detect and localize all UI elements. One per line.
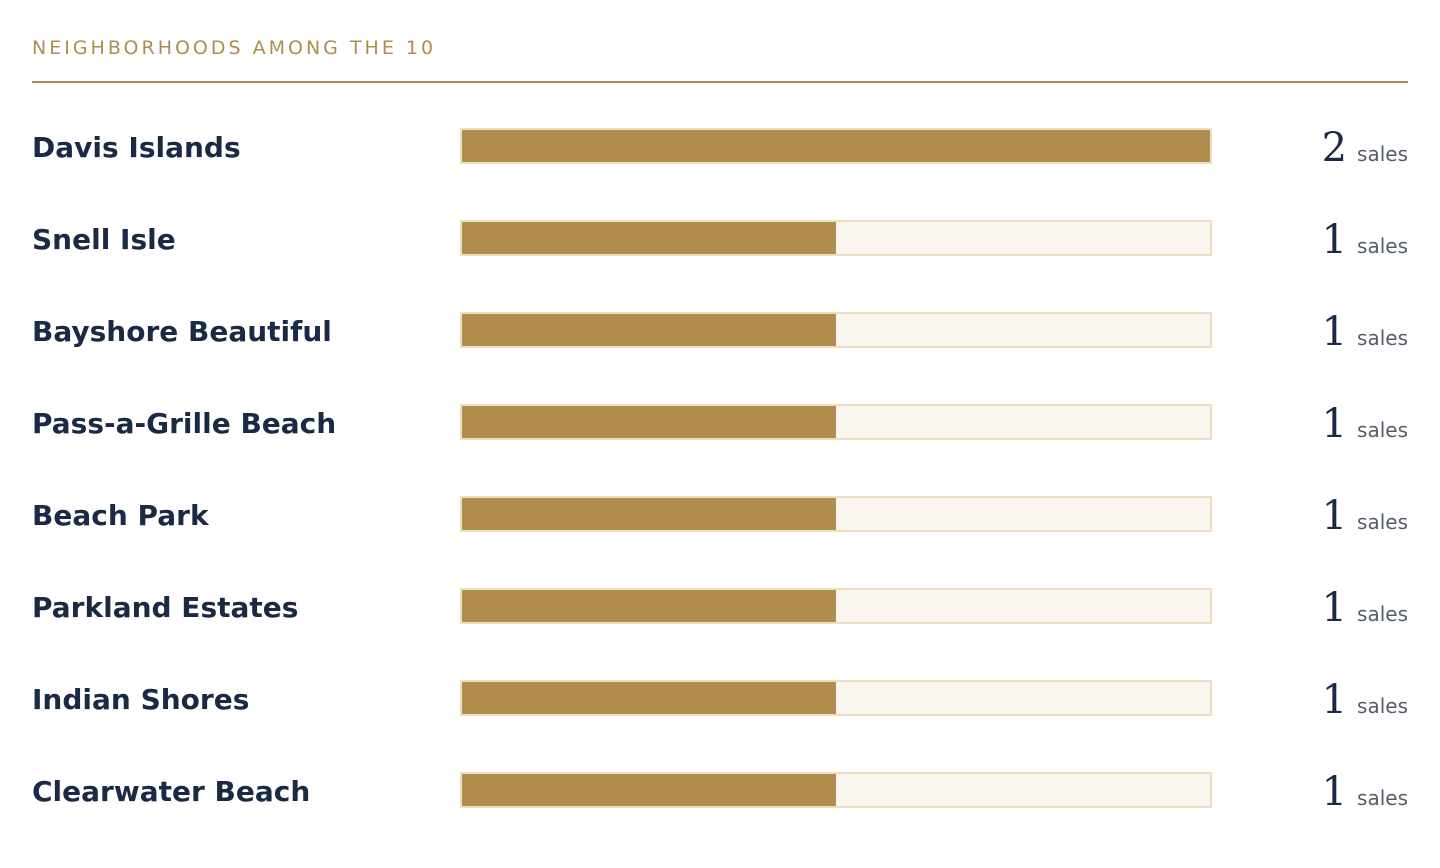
neighborhood-row: Parkland Estates 1 sales [32,560,1408,652]
bar-fill [462,774,836,806]
neighborhood-name: Davis Islands [32,130,241,166]
neighborhood-name: Clearwater Beach [32,774,310,810]
neighborhood-name: Beach Park [32,498,209,534]
bar-track [460,220,1212,256]
sales-count: 1 sales [1322,584,1408,632]
sales-count-value: 1 [1322,492,1347,540]
bar-track [460,680,1212,716]
sales-count-unit: sales [1357,314,1408,362]
neighborhood-row: Snell Isle 1 sales [32,192,1408,284]
sales-count: 2 sales [1322,124,1408,172]
bar-track [460,128,1212,164]
bar-fill [462,406,836,438]
bar-fill [462,130,1210,162]
bar-track [460,404,1212,440]
sales-count: 1 sales [1322,216,1408,264]
sales-count-value: 1 [1322,584,1347,632]
neighborhood-name: Pass-a-Grille Beach [32,406,336,442]
bar-fill [462,222,836,254]
bar-track [460,588,1212,624]
neighborhoods-panel: NEIGHBORHOODS AMONG THE 10 Davis Islands… [32,0,1408,868]
sales-count-unit: sales [1357,590,1408,638]
sales-count: 1 sales [1322,308,1408,356]
sales-count-unit: sales [1357,774,1408,822]
sales-count-unit: sales [1357,406,1408,454]
neighborhood-name: Snell Isle [32,222,176,258]
neighborhood-row: Indian Shores 1 sales [32,652,1408,744]
bar-track [460,496,1212,532]
bar-fill [462,682,836,714]
sales-count: 1 sales [1322,676,1408,724]
sales-count: 1 sales [1322,400,1408,448]
sales-count-unit: sales [1357,130,1408,178]
sales-count-unit: sales [1357,682,1408,730]
sales-count: 1 sales [1322,768,1408,816]
neighborhood-row: Pass-a-Grille Beach 1 sales [32,376,1408,468]
section-title: NEIGHBORHOODS AMONG THE 10 [32,36,436,60]
sales-count-value: 1 [1322,216,1347,264]
bar-fill [462,590,836,622]
neighborhood-name: Bayshore Beautiful [32,314,332,350]
sales-count-value: 2 [1322,124,1347,172]
neighborhood-name: Indian Shores [32,682,249,718]
bar-fill [462,314,836,346]
title-divider [32,81,1408,83]
sales-count: 1 sales [1322,492,1408,540]
sales-count-unit: sales [1357,222,1408,270]
neighborhood-row: Davis Islands 2 sales [32,100,1408,192]
sales-count-value: 1 [1322,676,1347,724]
sales-count-unit: sales [1357,498,1408,546]
neighborhood-name: Parkland Estates [32,590,298,626]
sales-count-value: 1 [1322,400,1347,448]
bar-track [460,312,1212,348]
neighborhood-row: Beach Park 1 sales [32,468,1408,560]
sales-count-value: 1 [1322,308,1347,356]
bar-track [460,772,1212,808]
neighborhood-row: Clearwater Beach 1 sales [32,744,1408,836]
neighborhood-row: Bayshore Beautiful 1 sales [32,284,1408,376]
bar-fill [462,498,836,530]
sales-count-value: 1 [1322,768,1347,816]
